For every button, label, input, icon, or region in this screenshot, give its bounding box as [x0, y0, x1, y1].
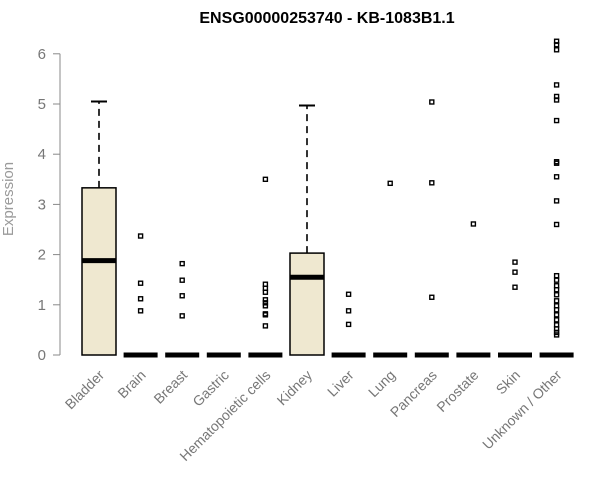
- x-tick-label: Lung: [365, 367, 398, 400]
- box-bladder: [81, 100, 117, 356]
- box-body: [81, 187, 117, 356]
- outlier-point: [553, 221, 560, 228]
- outlier-point: [179, 313, 185, 319]
- outlier-point: [553, 307, 560, 313]
- outlier-point: [179, 293, 185, 299]
- outlier-point: [429, 180, 435, 186]
- outlier-point: [553, 82, 560, 88]
- outlier-point: [553, 272, 560, 279]
- y-axis: 0 1 2 3 4 5 6: [38, 46, 61, 364]
- outlier-point: [553, 160, 560, 166]
- outlier-point: [137, 308, 144, 314]
- x-tick-label: Unknown / Other: [479, 367, 565, 453]
- outlier-point: [553, 298, 560, 304]
- outlier-point: [553, 332, 560, 338]
- box-liver: [331, 291, 366, 358]
- box-breast: [165, 260, 200, 358]
- box-prostate: [456, 221, 491, 358]
- outlier-point: [179, 260, 185, 267]
- box-lung: [373, 180, 408, 358]
- y-tick-label: 1: [38, 297, 46, 314]
- x-tick-label: Kidney: [274, 367, 316, 409]
- box-body: [289, 252, 325, 356]
- y-axis-label: Expression: [0, 162, 17, 236]
- outlier-point: [470, 221, 477, 227]
- outlier-point: [429, 294, 435, 300]
- outlier-point: [512, 269, 518, 275]
- outlier-point: [553, 42, 560, 48]
- outlier-point: [262, 303, 269, 309]
- outlier-point: [553, 312, 560, 318]
- x-tick-label: Brain: [114, 367, 148, 401]
- x-tick-label: Prostate: [433, 367, 481, 415]
- y-tick-label: 5: [38, 96, 46, 113]
- outlier-point: [262, 289, 269, 295]
- box-skin: [498, 259, 532, 358]
- outlier-point: [512, 284, 518, 290]
- y-tick-label: 3: [38, 196, 46, 213]
- outlier-point: [429, 99, 435, 105]
- outlier-point: [553, 198, 560, 204]
- outlier-point: [262, 312, 269, 318]
- outlier-point: [137, 296, 144, 302]
- y-tick-label: 6: [38, 46, 46, 63]
- outlier-point: [137, 233, 144, 239]
- outlier-point: [553, 97, 560, 103]
- x-tick-label: Skin: [493, 367, 524, 398]
- box-hematopoietic-cells: [248, 176, 283, 358]
- outlier-point: [345, 308, 352, 314]
- x-tick-label: Breast: [150, 367, 190, 407]
- outlier-point: [387, 180, 393, 187]
- outlier-point: [512, 259, 518, 265]
- y-tick-label: 2: [38, 247, 46, 264]
- x-tick-label: Liver: [324, 367, 357, 400]
- box-pancreas: [414, 99, 449, 358]
- outlier-point: [553, 292, 560, 298]
- outlier-point: [179, 277, 185, 283]
- box-kidney: [289, 104, 325, 356]
- outlier-point: [553, 117, 560, 124]
- outlier-point: [262, 297, 269, 303]
- outlier-point: [553, 174, 560, 180]
- outlier-point: [345, 321, 352, 328]
- outlier-point: [262, 300, 269, 306]
- box-plots: [81, 38, 574, 358]
- y-tick-label: 0: [38, 347, 46, 364]
- box-brain: [123, 233, 158, 358]
- outlier-point: [137, 280, 144, 286]
- chart-title: ENSG00000253740 - KB-1083B1.1: [199, 10, 454, 27]
- outlier-point: [553, 277, 560, 283]
- y-tick-label: 4: [38, 146, 46, 163]
- outlier-point: [262, 176, 269, 183]
- x-tick-label: Bladder: [62, 367, 108, 413]
- outlier-point: [553, 47, 560, 53]
- outlier-point: [262, 323, 269, 329]
- outlier-point: [553, 317, 560, 323]
- outlier-point: [553, 287, 560, 293]
- outlier-point: [345, 291, 352, 297]
- box-unknown-other: [539, 38, 574, 358]
